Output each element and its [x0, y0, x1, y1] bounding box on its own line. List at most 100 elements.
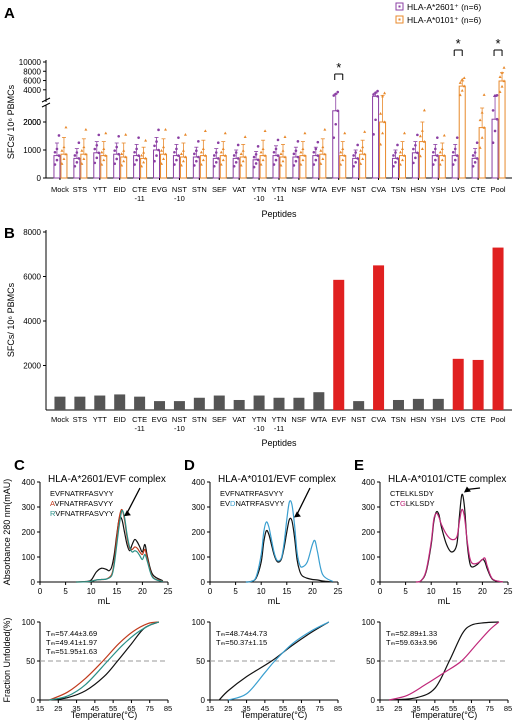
legend-swatch-marker [398, 18, 401, 21]
panel-a-data-point [133, 150, 136, 154]
panel-a-data-point [303, 154, 307, 157]
panel-a-data-point [77, 157, 81, 160]
panel-c-y-tick-label: 200 [22, 528, 36, 537]
panel-a-x-tick-label: CTE [132, 185, 147, 194]
panel-a-data-point [232, 154, 236, 157]
panel-a-x-tick-label: -10 [174, 194, 185, 203]
panel-b-y-axis-label: SFCs/ 10⁶ PBMCs [6, 282, 16, 357]
panel-b-bar-wta [313, 392, 325, 410]
panel-a-data-point [57, 134, 61, 137]
panel-a-data-point [416, 133, 419, 137]
panel-b-bar-cva [373, 265, 385, 410]
panel-a-data-point [276, 154, 280, 157]
melt-panel-1-tm-annotation-0: Tₘ=57.44±3.69 [46, 629, 97, 638]
panel-a-data-point [133, 163, 136, 166]
significance-star: * [336, 60, 341, 75]
significance-star: * [456, 36, 461, 51]
panel-a-data-point [221, 147, 225, 150]
panel-a-x-tick-label: -11 [274, 194, 284, 203]
melt-panel-2-x-tick-label: 75 [316, 704, 324, 713]
panel-a-data-point [177, 154, 180, 157]
panel-b-bar-vat [233, 399, 245, 410]
panel-a-data-point [414, 156, 417, 160]
panel-a-data-point [352, 164, 355, 168]
panel-b-y-tick-label: 2000 [23, 362, 41, 371]
panel-b-bar-hsn [412, 398, 424, 410]
panel-c-x-tick-label: 15 [112, 587, 121, 596]
panel-b-x-tick-label: WTA [311, 415, 327, 424]
panel-a-data-point [480, 110, 484, 114]
melt-panel-2-tm-annotation-0: Tₘ=48.74±4.73 [216, 629, 267, 638]
melt-panel-3-tm-annotation-1: Tₘ=59.63±3.96 [386, 638, 437, 647]
melt-panel-2-x-tick-label: 45 [261, 704, 269, 713]
panel-a-data-point [434, 147, 437, 151]
panel-a-data-point [434, 158, 437, 162]
panel-a-data-point [137, 154, 140, 157]
panel-a-data-point [157, 128, 160, 132]
panel-a-data-point [62, 157, 66, 161]
melt-panel-1-x-tick-label: 35 [72, 704, 80, 713]
panel-d-x-tick-label: 0 [208, 587, 213, 596]
panel-a-data-point [216, 141, 220, 145]
panel-b-x-tick-label: YTN [272, 415, 287, 424]
panel-e-x-axis-label: mL [438, 596, 451, 606]
panel-a-data-point [259, 150, 263, 154]
panel-a-data-point [462, 76, 466, 80]
panel-a-data-point [301, 158, 305, 162]
panel-a-data-point [144, 138, 148, 142]
panel-a-data-point [254, 162, 258, 165]
panel-a-data-point [160, 162, 164, 165]
panel-a-data-point [292, 152, 296, 156]
panel-c-y-tick-label: 100 [22, 553, 36, 562]
panel-a-data-point [219, 150, 223, 154]
panel-a-data-point [73, 164, 77, 168]
panel-c-arrow-line [126, 487, 141, 514]
panel-d-curve-evfnatrfasvyy [245, 517, 333, 583]
panel-a-data-point [321, 157, 325, 161]
panel-d-legend-label-0: EVFNATRFASVYY [220, 489, 284, 498]
panel-a-data-point [175, 147, 178, 151]
panel-a-data-point [279, 163, 283, 167]
panel-a-data-point [261, 147, 265, 150]
panel-b-bar-pool [492, 247, 504, 410]
panel-b-bar-sts [74, 396, 86, 410]
panel-a-data-point [334, 92, 338, 96]
panel-a-y-tick-label: 10000 [19, 58, 42, 67]
panel-a-data-point [436, 154, 439, 157]
panel-a-data-point [234, 161, 238, 164]
panel-a-data-point [93, 147, 97, 151]
panel-a-bar-hla-a-0101-cva [379, 121, 387, 179]
panel-a-bar-hla-a-2601-evg [153, 149, 161, 179]
melt-panel-2-x-axis-label: Temperature(°C) [241, 710, 308, 720]
panel-a-data-point [195, 149, 198, 152]
panel-a-data-point [372, 133, 375, 136]
panel-a-data-point [102, 158, 106, 162]
panel-b-x-tick-label: STS [73, 415, 88, 424]
panel-a-data-point [82, 145, 86, 149]
panel-a-data-point [402, 131, 406, 135]
panel-a-data-point [256, 145, 260, 148]
panel-d-y-tick-label: 100 [192, 553, 206, 562]
panel-b-bar-nst [353, 401, 365, 410]
panel-a-data-point [451, 163, 455, 166]
panel-b-x-tick-label: NSF [291, 415, 306, 424]
panel-b-x-tick-label: LVS [451, 415, 465, 424]
panel-a-data-point [312, 163, 316, 166]
panel-e-x-tick-label: 20 [478, 587, 487, 596]
panel-a-x-tick-label: EVG [152, 185, 168, 194]
panel-c-x-tick-label: 25 [164, 587, 173, 596]
panel-a-y-tick-label: 4000 [23, 86, 41, 95]
panel-a-data-point [95, 143, 99, 147]
panel-a-data-point [422, 108, 426, 112]
panel-b-x-tick-label: STN [192, 415, 207, 424]
panel-a-data-point [379, 142, 383, 146]
panel-e-y-tick-label: 200 [362, 528, 376, 537]
melt-panel-1-curve-1 [48, 621, 159, 701]
panel-a-data-point [480, 136, 484, 139]
panel-a-data-point [460, 88, 464, 92]
panel-a-x-tick-label: NSF [291, 185, 306, 194]
panel-a-data-point [283, 155, 287, 159]
panel-a-x-tick-label: Mock [51, 185, 69, 194]
melt-panel-3-x-axis-label: Temperature(°C) [411, 710, 478, 720]
panel-a-bar-hla-a-0101-hsn [418, 141, 426, 179]
